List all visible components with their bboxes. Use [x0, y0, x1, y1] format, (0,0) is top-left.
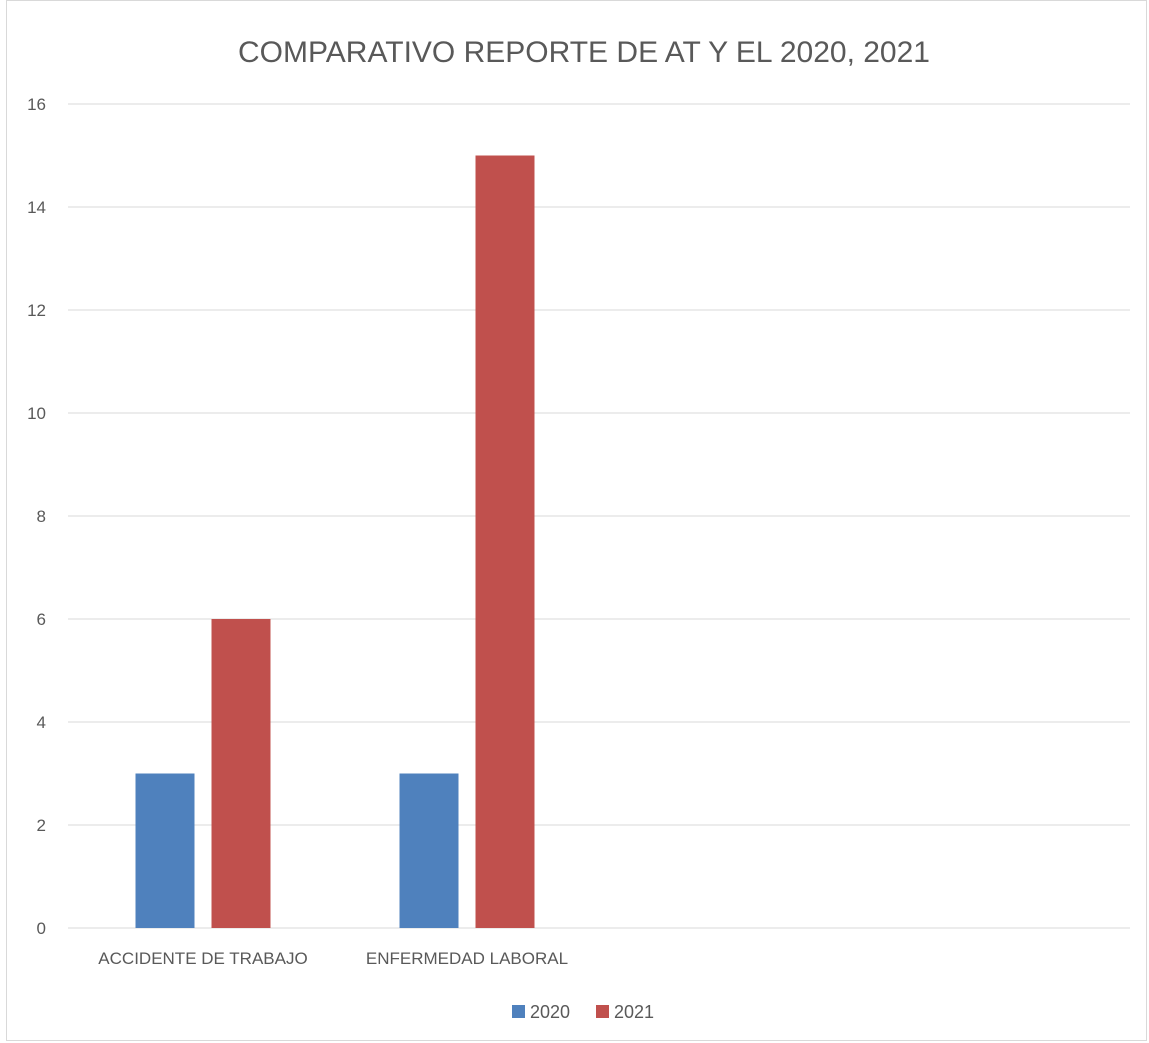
y-tick-label: 0: [37, 919, 46, 938]
y-tick-label: 12: [27, 301, 46, 320]
legend-label-2020: 2020: [530, 1002, 570, 1022]
bar-2021-enfermedad: [475, 155, 535, 928]
bar-2020-accidente: [135, 773, 195, 928]
y-tick-label: 16: [27, 95, 46, 114]
y-tick-label: 8: [37, 507, 46, 526]
x-tick-label: ACCIDENTE DE TRABAJO: [98, 949, 307, 968]
bar-2021-accidente: [211, 619, 271, 928]
x-tick-label: ENFERMEDAD LABORAL: [366, 949, 568, 968]
y-axis-ticks: 0 2 4 6 8 10 12 14 16: [27, 95, 46, 938]
legend-swatch-2021: [596, 1005, 609, 1018]
bar-2020-enfermedad: [399, 773, 459, 928]
y-tick-label: 14: [27, 198, 46, 217]
y-tick-label: 2: [37, 816, 46, 835]
bars: [135, 155, 535, 928]
y-tick-label: 6: [37, 610, 46, 629]
x-axis-ticks: ACCIDENTE DE TRABAJO ENFERMEDAD LABORAL: [98, 949, 568, 968]
legend-label-2021: 2021: [614, 1002, 654, 1022]
y-tick-label: 10: [27, 404, 46, 423]
legend: 2020 2021: [512, 1002, 654, 1022]
chart-title: COMPARATIVO REPORTE DE AT Y EL 2020, 202…: [238, 36, 930, 69]
legend-swatch-2020: [512, 1005, 525, 1018]
chart-frame: [6, 0, 1147, 1041]
y-tick-label: 4: [37, 713, 46, 732]
